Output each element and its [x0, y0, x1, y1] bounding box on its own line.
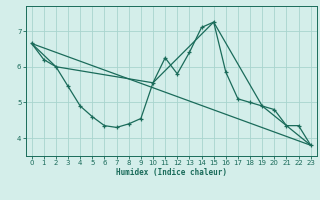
- X-axis label: Humidex (Indice chaleur): Humidex (Indice chaleur): [116, 168, 227, 177]
